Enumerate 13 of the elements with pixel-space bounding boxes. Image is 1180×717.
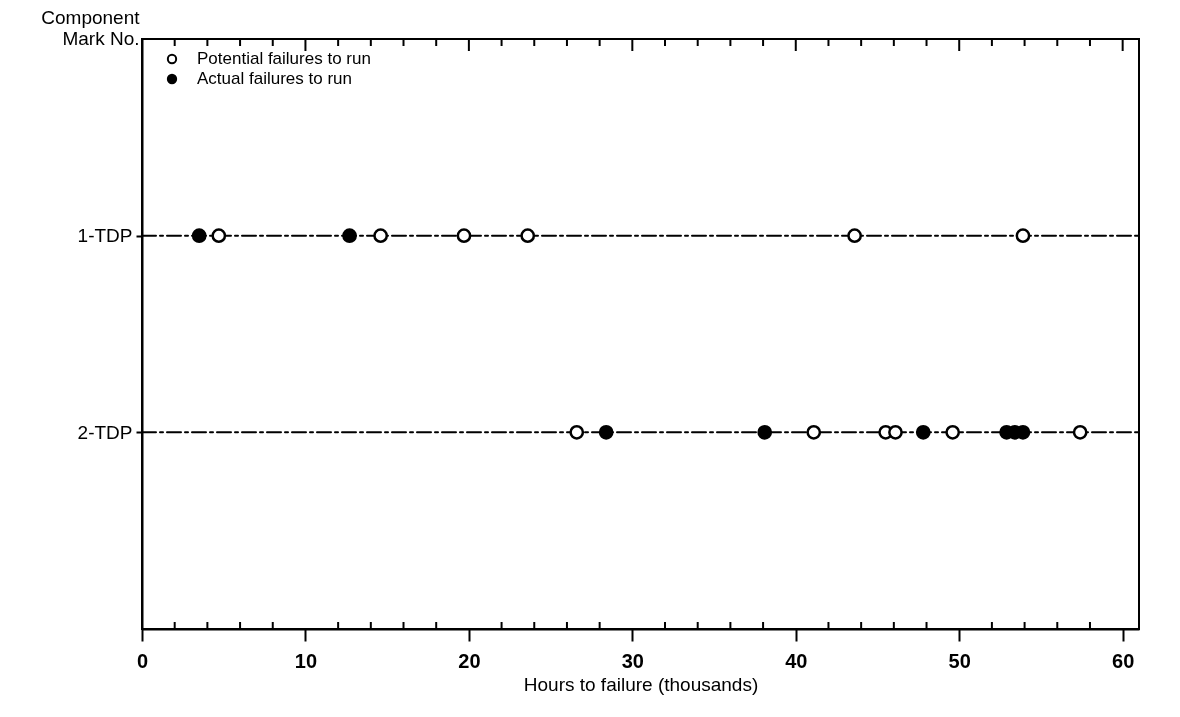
x-tick-label: 30 <box>621 649 644 672</box>
x-tick-label: 0 <box>136 649 149 672</box>
x-tick-label: 10 <box>294 649 318 672</box>
legend-label: Actual failures to run <box>197 69 352 88</box>
x-tick-label: 50 <box>948 649 971 672</box>
y-axis-title: Component Mark No. <box>41 6 141 49</box>
x-tick-label: 20 <box>458 649 481 672</box>
y-tick-label: 2-TDP <box>77 421 133 443</box>
x-axis-title: Hours to failure (thousands) <box>523 673 759 695</box>
x-tick-label: 40 <box>785 649 808 672</box>
legend-label: Potential failures to run <box>197 49 371 68</box>
y-tick-label: 1-TDP <box>77 225 133 247</box>
x-tick-label: 60 <box>1112 649 1135 672</box>
